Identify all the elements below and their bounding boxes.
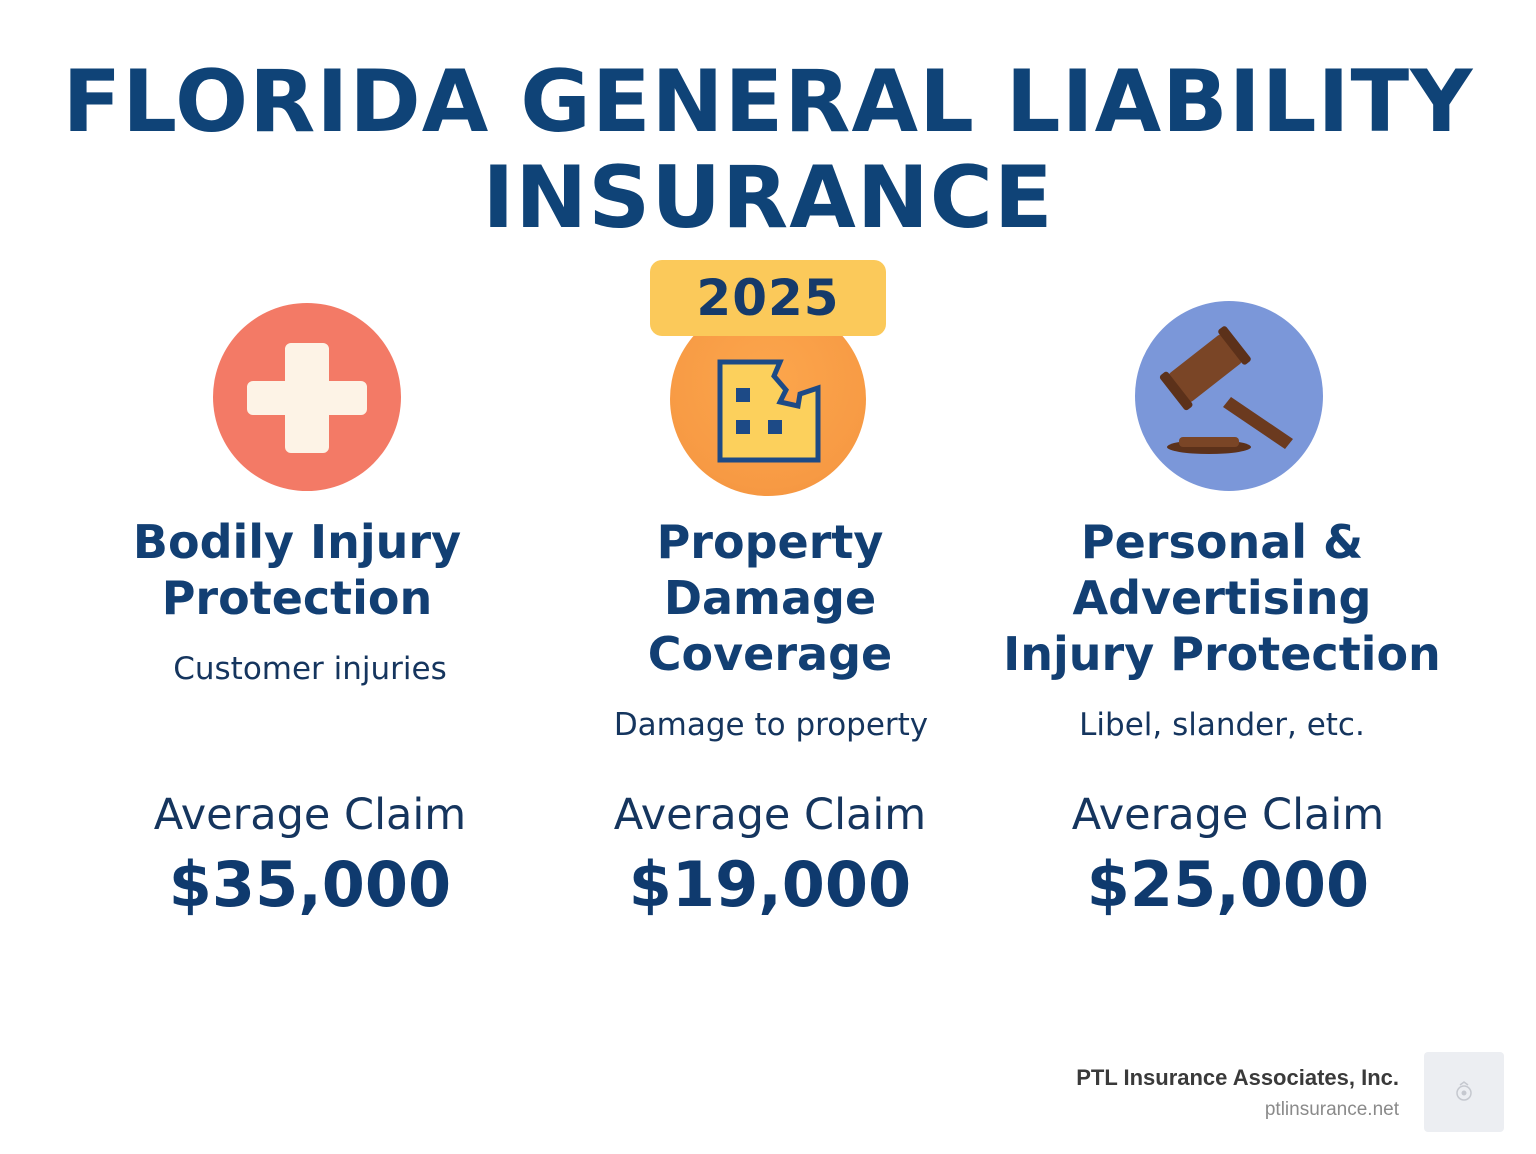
coverage-heading-line: Protection xyxy=(161,571,433,625)
coverage-description: Damage to property xyxy=(613,707,929,743)
coverage-heading: Personal & Advertising Injury Protection xyxy=(982,514,1462,682)
coverage-heading-line: Damage xyxy=(663,571,877,625)
coverage-heading-line: Coverage xyxy=(647,627,893,681)
page-title-line-1: FLORIDA GENERAL LIABILITY xyxy=(62,52,1474,152)
coverage-card-property-damage: Property Damage Coverage Damage to prope… xyxy=(528,0,1008,1154)
coverage-card-personal-advertising: Personal & Advertising Injury Protection… xyxy=(988,0,1468,1154)
average-claim-value: $35,000 xyxy=(168,848,452,921)
year-badge: 2025 xyxy=(650,260,886,336)
average-claim-value: $19,000 xyxy=(628,848,912,921)
brand-url[interactable]: ptlinsurance.net xyxy=(1264,1099,1399,1120)
page-title-line-2: INSURANCE xyxy=(482,148,1054,248)
coverage-heading: Bodily Injury Protection xyxy=(57,514,537,626)
coverage-heading-line: Personal & xyxy=(1080,515,1364,569)
average-claim-value: $25,000 xyxy=(1086,848,1370,921)
coverage-description: Libel, slander, etc. xyxy=(1079,707,1365,743)
coverage-heading-line: Property xyxy=(656,515,884,569)
gavel-icon xyxy=(1135,301,1323,491)
coverage-heading-line: Bodily Injury xyxy=(132,515,462,569)
coverage-card-bodily-injury: Bodily Injury Protection Customer injuri… xyxy=(70,0,550,1154)
medical-cross-icon xyxy=(213,303,401,491)
coverage-heading: Property Damage Coverage xyxy=(530,514,1010,682)
coverage-description: Customer injuries xyxy=(173,651,447,687)
brand-name: PTL Insurance Associates, Inc. xyxy=(1076,1065,1399,1090)
average-claim-label: Average Claim xyxy=(1071,790,1385,840)
ptl-logo-icon xyxy=(1424,1052,1504,1132)
average-claim-label: Average Claim xyxy=(613,790,927,840)
coverage-heading-line: Advertising xyxy=(1072,571,1372,625)
average-claim-label: Average Claim xyxy=(153,790,467,840)
coverage-heading-line: Injury Protection xyxy=(1003,627,1441,681)
